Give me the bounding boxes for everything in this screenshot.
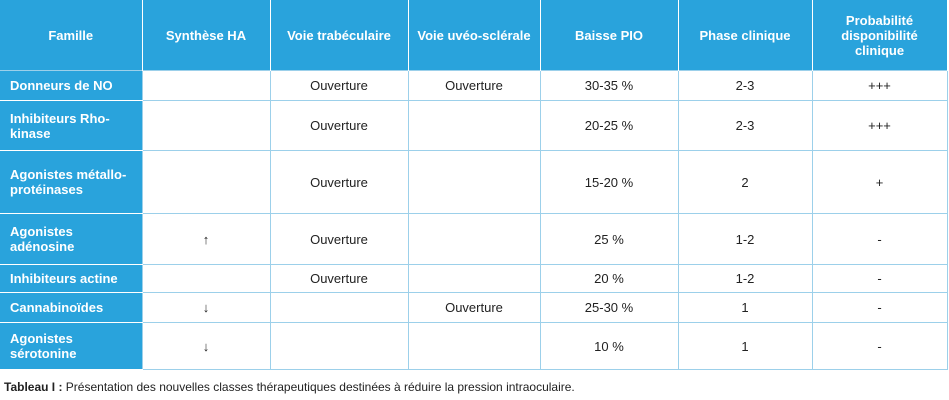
table-cell: 1 xyxy=(677,322,813,370)
table-cell xyxy=(269,322,409,370)
table-cell xyxy=(141,100,271,151)
row-header: Agonistes métallo-protéinases xyxy=(0,150,143,214)
table-row: Donneurs de NO Ouverture Ouverture 30-35 % 2… xyxy=(0,70,948,101)
caption-label: Tableau I : xyxy=(4,380,63,394)
table-cell: 25 % xyxy=(539,213,679,265)
table-cell: 1 xyxy=(677,292,813,323)
column-header: Synthèse HA xyxy=(142,0,271,71)
row-header: Inhibiteurs actine xyxy=(0,264,143,293)
table-cell: ↓ xyxy=(141,322,271,370)
column-header: Probabilité disponibilité clinique xyxy=(812,0,948,71)
row-header: Inhibiteurs Rho-kinase xyxy=(0,100,143,151)
table-row: Agonistes sérotonine ↓ 10 % 1- xyxy=(0,322,948,370)
row-header: Agonistes sérotonine xyxy=(0,322,143,370)
table-cell: - xyxy=(811,322,948,370)
table-cell: 15-20 % xyxy=(539,150,679,214)
column-header: Voie trabéculaire xyxy=(270,0,409,71)
row-header: Cannabinoïdes xyxy=(0,292,143,323)
row-header: Donneurs de NO xyxy=(0,70,143,101)
table-cell: Ouverture xyxy=(269,213,409,265)
table-cell: 20 % xyxy=(539,264,679,293)
caption: Tableau I : Présentation des nouvelles c… xyxy=(4,380,575,394)
table-cell: Ouverture xyxy=(269,264,409,293)
table-cell: Ouverture xyxy=(269,70,409,101)
table-body: Donneurs de NO Ouverture Ouverture 30-35 % 2… xyxy=(0,70,948,370)
table-cell xyxy=(407,213,541,265)
table-cell: 1-2 xyxy=(677,213,813,265)
table-cell: 30-35 % xyxy=(539,70,679,101)
table-cell xyxy=(269,292,409,323)
table-cell: + xyxy=(811,150,948,214)
table-row: Inhibiteurs actine Ouverture 20 % 1-2- xyxy=(0,264,948,293)
table: Famille Synthèse HA Voie trabéculaire Voie … xyxy=(0,0,948,370)
table-cell: 25-30 % xyxy=(539,292,679,323)
table-header: Famille Synthèse HA Voie trabéculaire Voie … xyxy=(0,0,948,71)
table-cell xyxy=(141,150,271,214)
table-cell xyxy=(407,150,541,214)
table-cell: 2-3 xyxy=(677,70,813,101)
column-header: Phase clinique xyxy=(678,0,813,71)
column-header: Famille xyxy=(0,0,143,71)
table-cell xyxy=(407,264,541,293)
column-header: Voie uvéo-sclérale xyxy=(408,0,541,71)
table-cell: 20-25 % xyxy=(539,100,679,151)
table-cell: ↑ xyxy=(141,213,271,265)
table-cell: 2-3 xyxy=(677,100,813,151)
table-row: Agonistes métallo-protéinases Ouverture 15… xyxy=(0,150,948,214)
table-row: Inhibiteurs Rho-kinase Ouverture 20-25 % 2-… xyxy=(0,100,948,151)
table-cell xyxy=(141,70,271,101)
table-cell: +++ xyxy=(811,70,948,101)
table-row: Agonistes adénosine ↑ Ouverture 25 % 1-2- xyxy=(0,213,948,265)
table-cell: 2 xyxy=(677,150,813,214)
table-cell: Ouverture xyxy=(269,100,409,151)
table-cell: 10 % xyxy=(539,322,679,370)
table-cell xyxy=(141,264,271,293)
table-cell: Ouverture xyxy=(407,292,541,323)
table-cell: +++ xyxy=(811,100,948,151)
table-cell: 1-2 xyxy=(677,264,813,293)
table-cell: - xyxy=(811,264,948,293)
table-cell xyxy=(407,100,541,151)
caption-text: Présentation des nouvelles classes théra… xyxy=(65,380,575,394)
column-header: Baisse PIO xyxy=(540,0,679,71)
row-header: Agonistes adénosine xyxy=(0,213,143,265)
table-cell: - xyxy=(811,213,948,265)
header-row: Famille Synthèse HA Voie trabéculaire Voie … xyxy=(0,0,948,71)
table-cell: Ouverture xyxy=(269,150,409,214)
table-cell xyxy=(407,322,541,370)
table-cell: - xyxy=(811,292,948,323)
table-cell: ↓ xyxy=(141,292,271,323)
table-row: Cannabinoïdes ↓ Ouverture 25-30 % 1- xyxy=(0,292,948,323)
table-cell: Ouverture xyxy=(407,70,541,101)
